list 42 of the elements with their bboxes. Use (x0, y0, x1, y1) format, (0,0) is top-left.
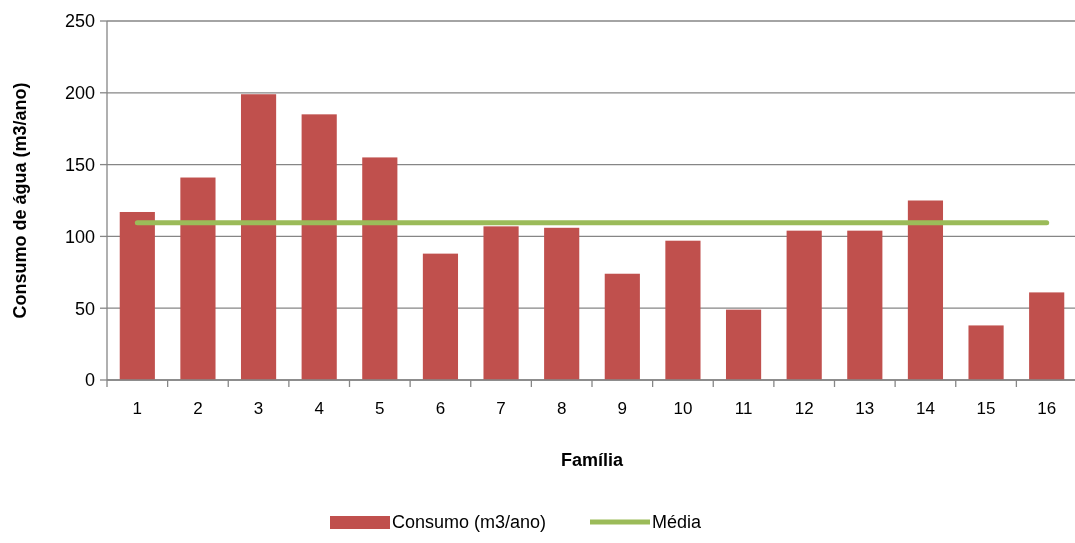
bar (240, 94, 277, 380)
y-axis-title: Consumo de água (m3/ano) (10, 82, 30, 319)
bar (725, 309, 762, 380)
bar (1029, 292, 1065, 380)
x-tick-label: 11 (734, 399, 753, 418)
bar (544, 227, 580, 380)
y-tick-label: 100 (64, 226, 95, 247)
bar (604, 273, 640, 380)
x-tick-label: 3 (253, 399, 264, 418)
y-tick-label: 250 (64, 11, 95, 32)
bar (362, 157, 398, 380)
legend-label: Consumo (m3/ano) (392, 512, 547, 533)
y-tick-label: 200 (64, 83, 95, 104)
bar (180, 177, 216, 380)
bar (665, 240, 701, 380)
y-tick-label: 150 (64, 154, 95, 175)
x-tick-label: 10 (673, 399, 693, 418)
bar (301, 114, 337, 380)
x-tick-label: 12 (794, 399, 814, 418)
bar (847, 230, 883, 380)
x-tick-label: 14 (915, 399, 935, 418)
bar (422, 253, 459, 380)
x-tick-label: 8 (556, 399, 567, 418)
y-tick-label: 0 (84, 370, 95, 391)
x-tick-label: 2 (193, 399, 203, 418)
x-tick-label: 15 (976, 399, 996, 418)
x-tick-label: 16 (1037, 399, 1057, 418)
bar (786, 230, 822, 380)
legend-label: Média (652, 512, 703, 533)
x-tick-label: 7 (496, 399, 506, 418)
x-tick-label: 4 (314, 399, 324, 418)
x-tick-label: 6 (435, 399, 446, 418)
x-tick-label: 13 (855, 399, 875, 418)
bar (968, 325, 1004, 380)
x-axis-title: Família (560, 450, 624, 470)
bar (119, 211, 155, 380)
bar (483, 226, 519, 380)
x-tick-label: 1 (132, 399, 143, 418)
x-tick-label: 5 (375, 399, 385, 418)
bar (907, 200, 944, 380)
y-tick-label: 50 (74, 298, 95, 319)
x-tick-label: 9 (617, 399, 628, 418)
